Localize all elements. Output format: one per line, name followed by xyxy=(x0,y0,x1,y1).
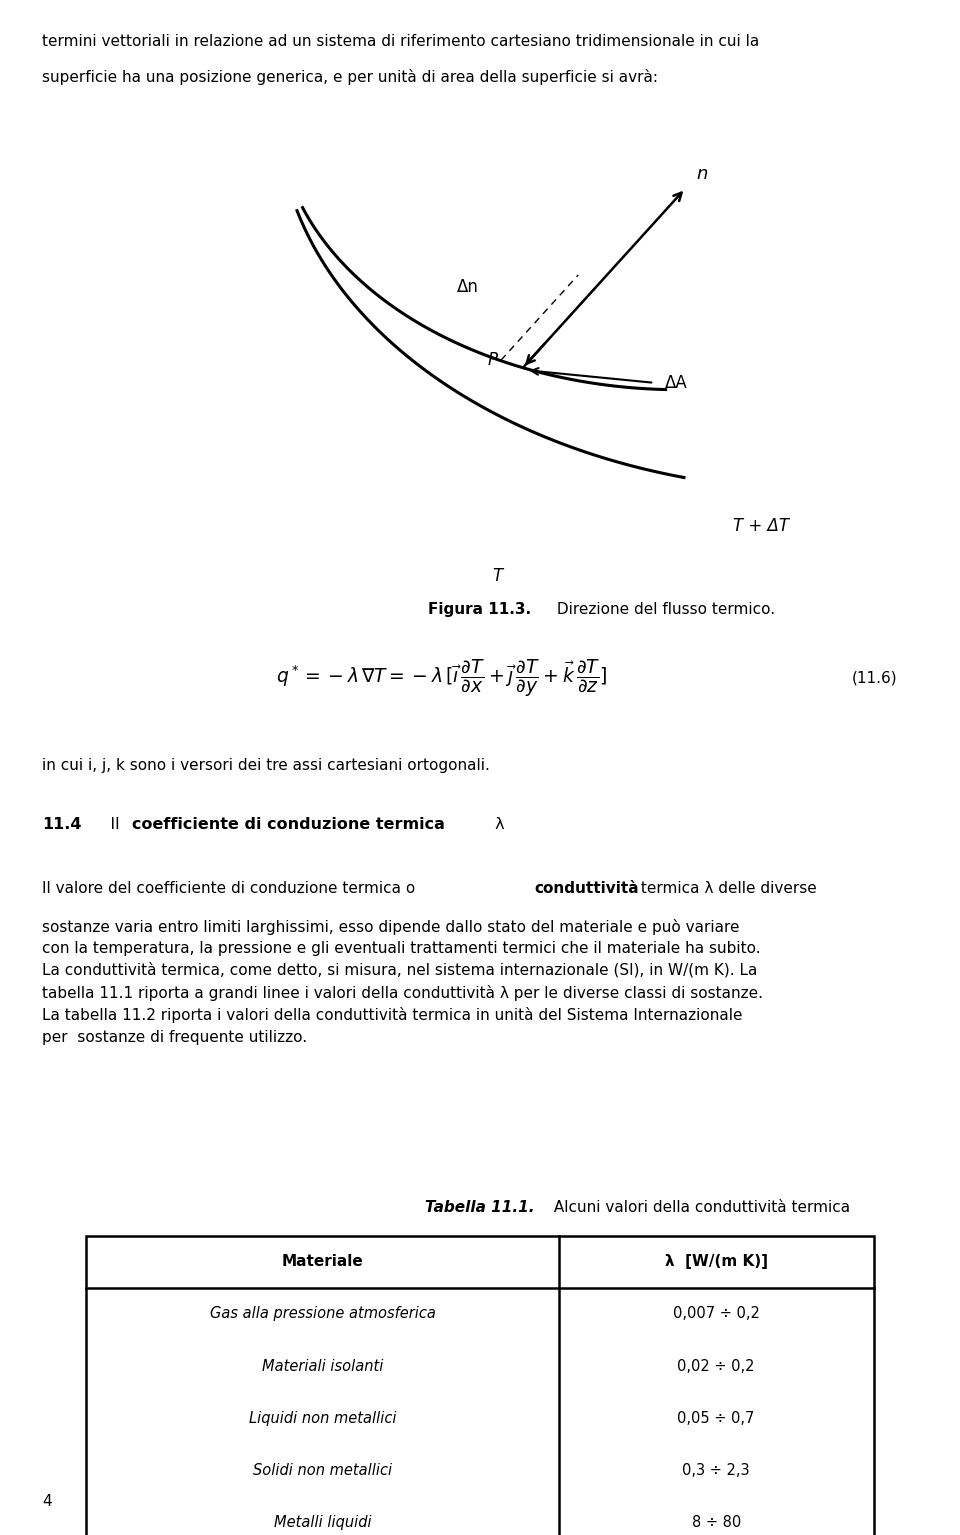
Text: Il valore del coefficiente di conduzione termica o: Il valore del coefficiente di conduzione… xyxy=(42,881,420,896)
Text: 0,3 ÷ 2,3: 0,3 ÷ 2,3 xyxy=(683,1463,750,1478)
Text: ΔA: ΔA xyxy=(665,375,688,391)
Text: termini vettoriali in relazione ad un sistema di riferimento cartesiano tridimen: termini vettoriali in relazione ad un si… xyxy=(42,34,759,49)
Text: Il: Il xyxy=(95,817,125,832)
Text: P: P xyxy=(488,352,497,370)
Text: 0,02 ÷ 0,2: 0,02 ÷ 0,2 xyxy=(678,1358,755,1374)
Text: λ: λ xyxy=(490,817,504,832)
Text: termica λ delle diverse: termica λ delle diverse xyxy=(636,881,816,896)
Text: 4: 4 xyxy=(42,1494,52,1509)
Text: 11.4: 11.4 xyxy=(42,817,82,832)
Text: (11.6): (11.6) xyxy=(852,671,898,686)
Text: Solidi non metallici: Solidi non metallici xyxy=(253,1463,392,1478)
Text: 0,05 ÷ 0,7: 0,05 ÷ 0,7 xyxy=(678,1411,755,1426)
Text: Metalli liquidi: Metalli liquidi xyxy=(274,1515,372,1530)
Text: Gas alla pressione atmosferica: Gas alla pressione atmosferica xyxy=(209,1306,436,1322)
Text: in cui i, j, k sono i versori dei tre assi cartesiani ortogonali.: in cui i, j, k sono i versori dei tre as… xyxy=(42,758,491,774)
Bar xyxy=(86,1236,874,1535)
Text: superficie ha una posizione generica, e per unità di area della superficie si av: superficie ha una posizione generica, e … xyxy=(42,69,659,84)
Text: Δn: Δn xyxy=(457,278,479,296)
Text: n: n xyxy=(696,166,708,184)
Text: Materiali isolanti: Materiali isolanti xyxy=(262,1358,383,1374)
Text: T + ΔT: T + ΔT xyxy=(733,517,789,534)
Text: 0,007 ÷ 0,2: 0,007 ÷ 0,2 xyxy=(673,1306,759,1322)
Text: Alcuni valori della conduttività termica: Alcuni valori della conduttività termica xyxy=(549,1200,851,1216)
Text: $q^* = -\lambda\,\nabla T = -\lambda\,[\vec{\imath}\,\dfrac{\partial T}{\partial: $q^* = -\lambda\,\nabla T = -\lambda\,[\… xyxy=(276,657,608,700)
Text: T: T xyxy=(492,566,502,585)
Text: conduttività: conduttività xyxy=(535,881,639,896)
Text: Materiale: Materiale xyxy=(281,1254,364,1269)
Text: λ  [W/(m K)]: λ [W/(m K)] xyxy=(664,1254,768,1269)
Text: sostanze varia entro limiti larghissimi, esso dipende dallo stato del materiale : sostanze varia entro limiti larghissimi,… xyxy=(42,918,763,1045)
Text: Tabella 11.1.: Tabella 11.1. xyxy=(425,1200,535,1216)
Text: coefficiente di conduzione termica: coefficiente di conduzione termica xyxy=(132,817,444,832)
Text: Liquidi non metallici: Liquidi non metallici xyxy=(249,1411,396,1426)
Text: Figura 11.3.: Figura 11.3. xyxy=(428,602,532,617)
Text: Direzione del flusso termico.: Direzione del flusso termico. xyxy=(552,602,775,617)
Text: 8 ÷ 80: 8 ÷ 80 xyxy=(691,1515,741,1530)
